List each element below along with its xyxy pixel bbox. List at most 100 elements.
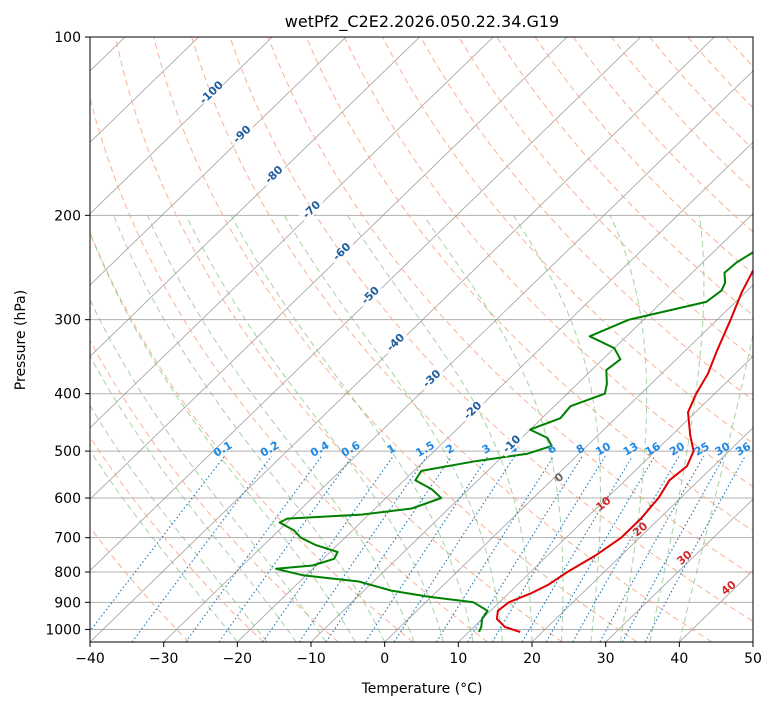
isotherm-label: -40 (382, 329, 409, 356)
dry-adiabat-line (725, 37, 753, 68)
isotherm-line (531, 427, 753, 642)
moist-adiabat-line (230, 215, 474, 642)
dry-adiabat-line (572, 37, 753, 233)
isotherm-line (90, 37, 420, 358)
dewpoint-profile (275, 251, 753, 633)
isotherm-label: -70 (298, 196, 325, 223)
chart-title: wetPf2_C2E2.2026.050.22.34.G19 (285, 12, 559, 32)
dry-adiabat-lines (90, 37, 775, 642)
dry-adiabat-line (90, 95, 488, 642)
isotherm-line (752, 641, 753, 642)
moist-adiabat-line (423, 215, 564, 642)
dry-adiabat-line (534, 37, 753, 275)
x-axis-ticks: −40 −30 −20 −10 0 10 20 30 40 50 (75, 642, 762, 667)
mixing-ratio-label: 1 (385, 442, 398, 457)
dry-adiabat-line (114, 37, 563, 642)
mixing-ratio-label: 20 (667, 440, 687, 459)
x-tick-label: −10 (296, 651, 326, 667)
mixing-ratio-line (325, 455, 453, 642)
x-tick-label: −40 (75, 651, 105, 667)
dry-adiabat-line (267, 37, 753, 577)
isotherm-line (90, 37, 273, 215)
isotherm-label: -100 (197, 78, 226, 107)
dry-adiabat-line (305, 37, 753, 532)
dry-adiabat-label: 0 (552, 470, 566, 485)
mixing-ratio-line (364, 455, 489, 642)
label-background (498, 431, 525, 458)
dry-adiabat-line (191, 37, 712, 642)
isotherm-line (90, 37, 494, 429)
mixing-ratio-line (599, 455, 705, 642)
dry-adiabat-label: 20 (630, 519, 650, 539)
isotherm-line (237, 141, 753, 642)
isotherm-label: -80 (260, 161, 288, 188)
x-tick-label: 10 (449, 651, 467, 667)
moist-adiabat-line (90, 298, 327, 642)
y-tick-label: 800 (54, 565, 81, 581)
moist-adiabat-line (113, 215, 386, 642)
isotherm-label-text: -100 (197, 78, 226, 107)
label-background (198, 79, 225, 106)
isotherm-label: -60 (328, 238, 356, 265)
mixing-ratio-label: 25 (692, 440, 712, 459)
mixing-ratio-label: 0.1 (211, 439, 234, 460)
dry-adiabat-line (496, 37, 753, 316)
x-tick-label: −20 (223, 651, 253, 667)
label-background (328, 238, 356, 265)
moist-adiabat-line (147, 215, 415, 642)
mixing-ratio-lines (90, 455, 746, 642)
temperature-profile (495, 268, 753, 633)
isotherm-line (605, 498, 753, 642)
mixing-ratio-label: 16 (643, 440, 663, 459)
moist-adiabat-line (90, 404, 268, 642)
y-tick-label: 100 (54, 30, 81, 46)
isotherm-label: -20 (459, 397, 486, 424)
y-tick-label: 700 (54, 531, 81, 547)
x-tick-label: 20 (523, 651, 541, 667)
x-tick-label: 40 (670, 651, 688, 667)
mixing-ratio-line (621, 455, 725, 642)
y-tick-label: 400 (54, 387, 81, 403)
x-tick-label: 50 (744, 651, 762, 667)
mixing-ratio-line (435, 455, 555, 642)
y-axis-ticks: 100 200 300 400 500 600 700 800 900 1000 (45, 30, 90, 638)
label-background (418, 365, 445, 392)
x-tick-label: 0 (380, 651, 389, 667)
moist-adiabat-lines (90, 215, 753, 642)
moist-adiabat-line (609, 215, 648, 642)
label-background (260, 161, 288, 188)
dry-adiabat-line (153, 37, 638, 642)
y-tick-label: 600 (54, 491, 81, 507)
sounding-profiles (275, 251, 753, 633)
dry-adiabat-line (611, 37, 753, 192)
moist-adiabat-line (90, 231, 356, 642)
isotherm-line (90, 37, 641, 572)
dry-adiabat-line (229, 37, 753, 622)
mixing-ratio-label: 0.2 (258, 439, 281, 460)
moist-adiabat-line (90, 449, 238, 642)
mixing-ratio-label: 1.5 (414, 439, 437, 460)
mixing-ratio-label: 10 (593, 440, 613, 459)
isotherm-line (384, 284, 753, 642)
dry-adiabat-line (90, 435, 264, 642)
moist-adiabat-line (346, 215, 533, 642)
dry-adiabat-label: 10 (593, 494, 613, 514)
mixing-ratio-line (572, 455, 680, 642)
mixing-ratio-line (90, 455, 226, 633)
mixing-ratio-label: 0.6 (339, 439, 363, 460)
mixing-ratio-line (545, 455, 656, 642)
y-tick-label: 1000 (45, 622, 81, 638)
mixing-ratio-line (185, 455, 323, 642)
isotherm-line (90, 37, 347, 286)
isotherm-lines (90, 37, 753, 642)
y-tick-label: 200 (54, 208, 81, 224)
isotherm-line (458, 355, 753, 642)
mixing-ratio-label: 13 (621, 440, 641, 459)
mixing-ratio-label: 30 (713, 440, 733, 459)
isotherm-line (679, 570, 753, 642)
dry-adiabat-line (764, 37, 775, 642)
mixing-ratio-label: 36 (733, 440, 753, 459)
mixing-ratio-line (467, 455, 583, 642)
dry-adiabat-line (90, 231, 414, 642)
